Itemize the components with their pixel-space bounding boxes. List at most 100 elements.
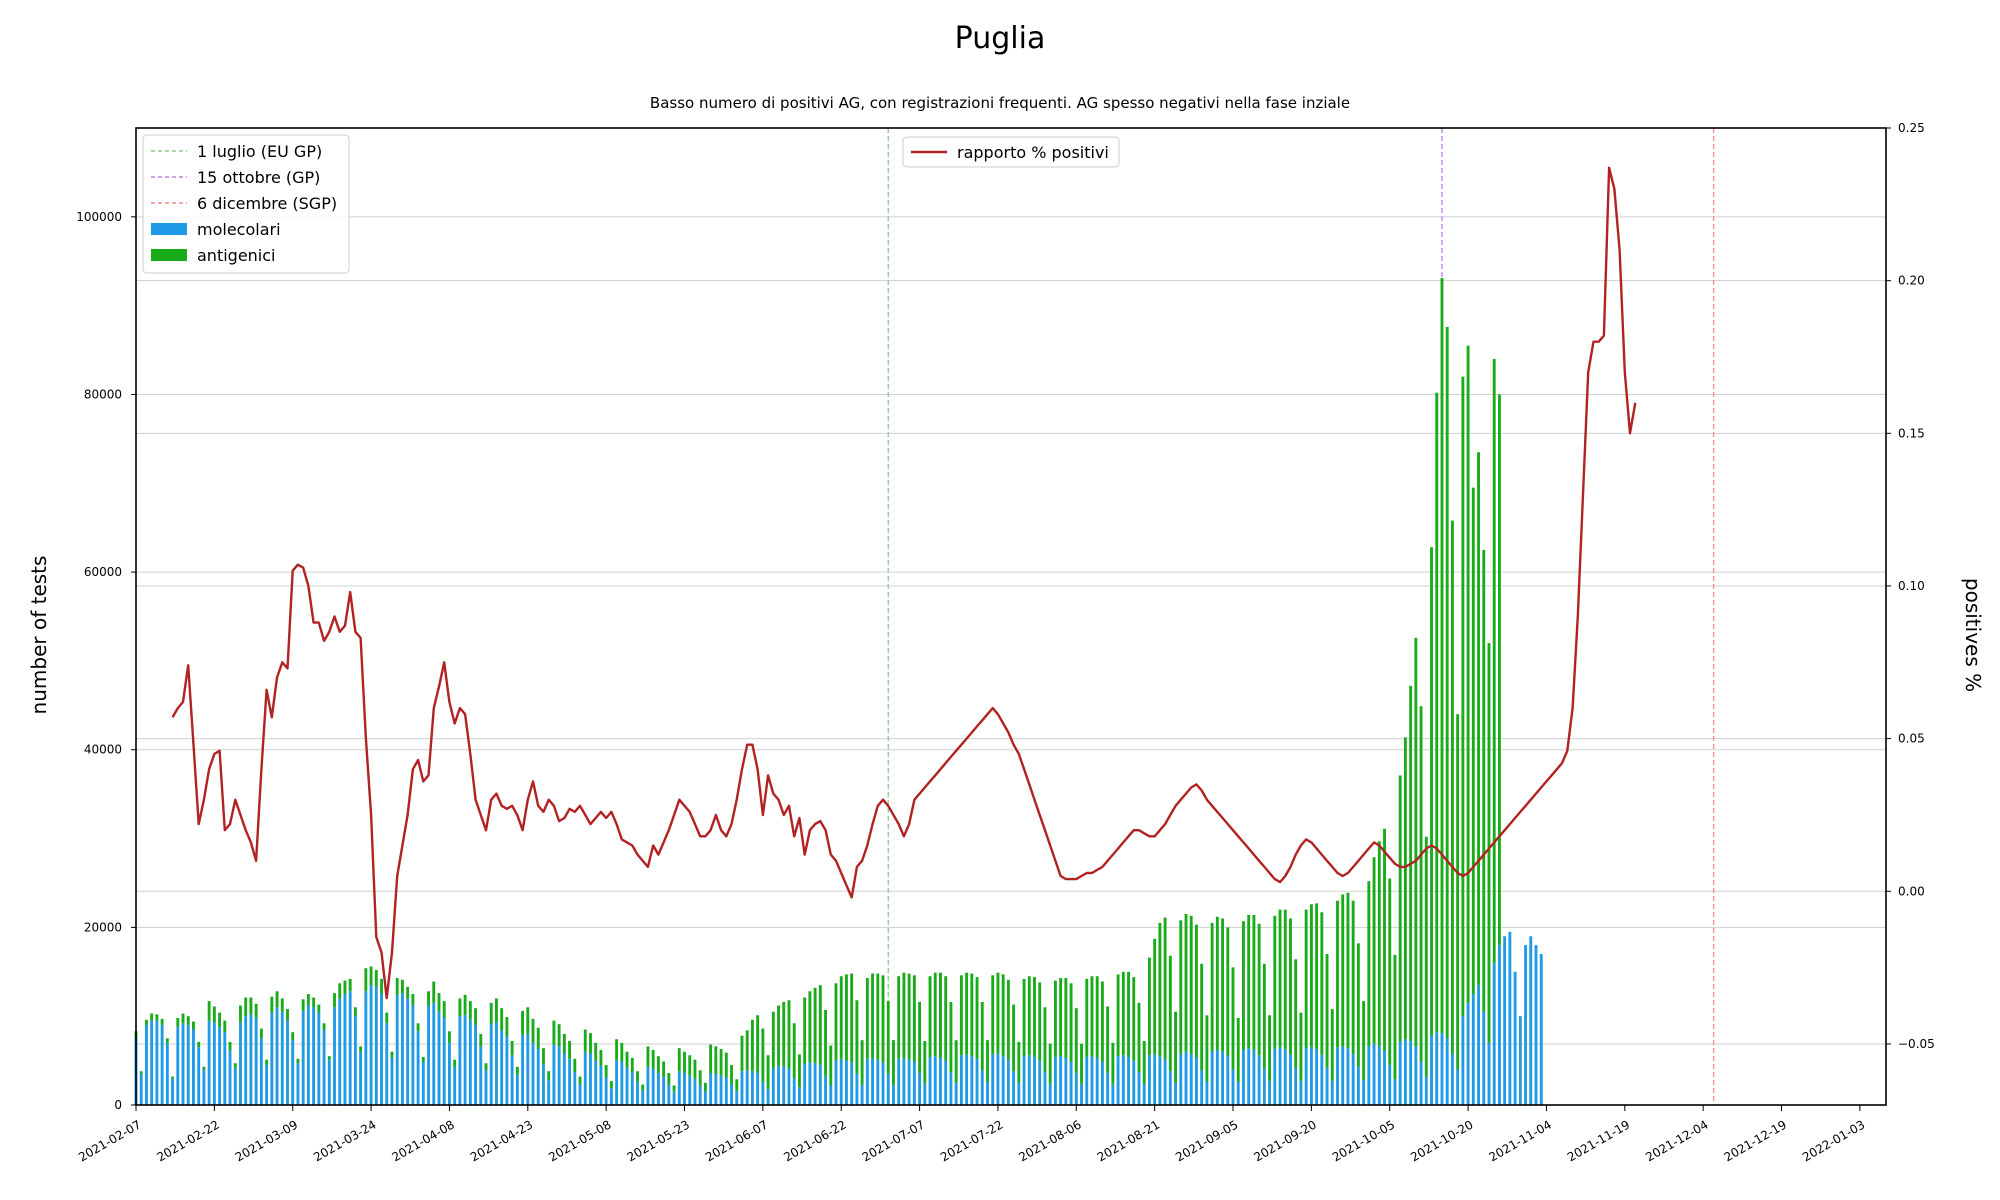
bar-molecolari: [1336, 1047, 1339, 1105]
bar-molecolari: [160, 1025, 164, 1105]
bar-molecolari: [395, 994, 399, 1105]
bar-molecolari: [688, 1075, 692, 1105]
bar-molecolari: [505, 1036, 509, 1105]
bar-antigenici: [636, 1071, 639, 1082]
bar-molecolari: [176, 1026, 180, 1105]
bar-antigenici: [578, 1076, 582, 1085]
bar-antigenici: [1053, 980, 1057, 1058]
bar-antigenici: [688, 1055, 692, 1076]
bar-molecolari: [834, 1060, 838, 1105]
bar-molecolari: [703, 1091, 707, 1105]
bar-antigenici: [839, 976, 843, 1059]
bar-molecolari: [975, 1058, 979, 1105]
legend-label: 15 ottobre (GP): [197, 168, 320, 187]
plot-frame: [135, 127, 1887, 1106]
bar-antigenici: [484, 1063, 488, 1071]
bar-molecolari: [1043, 1072, 1047, 1105]
y-tick-label: 100000: [76, 210, 122, 224]
bar-molecolari: [787, 1068, 791, 1105]
bar-antigenici: [892, 1040, 895, 1085]
bar-antigenici: [186, 1016, 190, 1026]
bar-molecolari: [390, 1057, 394, 1105]
bar-molecolari: [1482, 1011, 1486, 1105]
bar-antigenici: [1059, 977, 1063, 1057]
bar-antigenici: [1132, 977, 1136, 1061]
bar-molecolari: [186, 1025, 190, 1105]
bar-antigenici: [730, 1065, 733, 1085]
bar-antigenici: [270, 996, 274, 1013]
bar-molecolari: [1529, 936, 1533, 1105]
bar-antigenici: [1106, 1006, 1110, 1074]
bar-antigenici: [818, 985, 822, 1066]
bar-molecolari: [1142, 1083, 1146, 1105]
bar-molecolari: [1539, 954, 1543, 1105]
bar-molecolari: [818, 1065, 822, 1105]
bar-molecolari: [197, 1047, 201, 1105]
bar-antigenici: [218, 1012, 222, 1027]
bar-antigenici: [1200, 963, 1204, 1071]
bar-molecolari: [1074, 1073, 1078, 1105]
bar-molecolari: [1325, 1067, 1329, 1105]
bar-molecolari: [803, 1064, 807, 1105]
bar-antigenici: [907, 973, 911, 1060]
bar-molecolari: [1356, 1066, 1360, 1105]
x-tick-label: 2021-04-23: [468, 1117, 535, 1164]
bar-molecolari: [1012, 1071, 1016, 1105]
bar-antigenici: [239, 1005, 242, 1023]
bar-molecolari: [275, 1007, 279, 1105]
bar-molecolari: [1518, 1016, 1522, 1105]
bar-molecolari: [416, 1031, 420, 1105]
bar-antigenici: [1388, 878, 1392, 1066]
y-tick-label: 40000: [84, 743, 122, 757]
bar-molecolari: [980, 1070, 984, 1105]
bar-antigenici: [1482, 549, 1486, 1012]
bar-molecolari: [604, 1077, 608, 1105]
bar-molecolari: [1064, 1057, 1068, 1105]
bar-antigenici: [944, 976, 948, 1061]
x-tick-label: 2021-07-22: [938, 1117, 1005, 1164]
x-tick-label: 2021-06-07: [703, 1117, 770, 1164]
legend-swatch: [151, 249, 187, 261]
bar-molecolari: [463, 1015, 467, 1105]
bar-antigenici: [1393, 954, 1397, 1080]
bar-antigenici: [777, 1005, 780, 1066]
bar-molecolari: [1189, 1053, 1193, 1105]
bar-molecolari: [484, 1070, 488, 1105]
bar-molecolari: [380, 993, 383, 1105]
bar-antigenici: [453, 1059, 457, 1067]
bar-antigenici: [1461, 376, 1465, 1017]
bar-molecolari: [1179, 1053, 1183, 1105]
bar-antigenici: [1236, 1017, 1240, 1082]
x-tick-label: 2021-05-23: [625, 1117, 692, 1164]
bar-antigenici: [515, 1066, 519, 1075]
bar-antigenici: [202, 1066, 206, 1070]
bar-molecolari: [965, 1054, 969, 1105]
x-tick-label: 2021-12-19: [1722, 1117, 1789, 1164]
bar-molecolari: [291, 1040, 295, 1105]
bar-antigenici: [1268, 1015, 1272, 1082]
bar-antigenici: [421, 1057, 425, 1062]
bar-molecolari: [1508, 931, 1512, 1105]
bar-antigenici: [1080, 1043, 1083, 1084]
bar-molecolari: [1289, 1054, 1292, 1105]
bar-antigenici: [542, 1048, 545, 1065]
bar-molecolari: [1461, 1016, 1465, 1105]
bar-antigenici: [1372, 857, 1376, 1044]
bar-molecolari: [641, 1090, 645, 1105]
bar-molecolari: [1492, 962, 1496, 1105]
bar-antigenici: [1445, 326, 1449, 1038]
bar-antigenici: [228, 1041, 232, 1050]
bar-antigenici: [212, 1006, 216, 1023]
bar-molecolari: [1477, 985, 1480, 1105]
bar-molecolari: [202, 1069, 206, 1105]
bar-molecolari: [1466, 1002, 1470, 1105]
bar-antigenici: [1043, 1007, 1047, 1073]
bar-molecolari: [155, 1020, 159, 1105]
bar-antigenici: [599, 1049, 603, 1066]
bar-antigenici: [1362, 1001, 1366, 1081]
bar-antigenici: [1273, 915, 1277, 1050]
bar-molecolari: [542, 1064, 545, 1105]
bar-molecolari: [1121, 1055, 1125, 1105]
bar-molecolari: [1304, 1048, 1308, 1105]
bar-antigenici: [834, 983, 838, 1061]
